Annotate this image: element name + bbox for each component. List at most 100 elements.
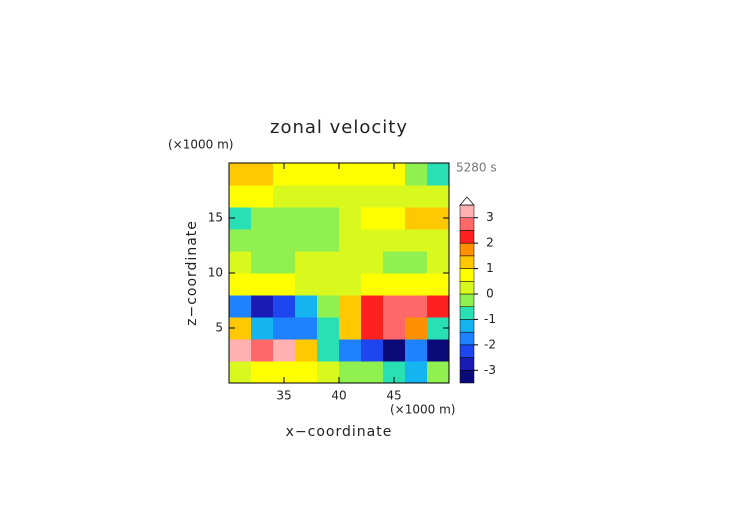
colorbar-cell: [459, 331, 475, 346]
field-cell: [273, 185, 296, 208]
field-cell: [383, 361, 406, 384]
field-cell: [405, 317, 428, 340]
field-cell: [251, 229, 274, 252]
field-cell: [229, 339, 252, 362]
field-cell: [229, 295, 252, 318]
field-cell: [339, 273, 362, 296]
field-cell: [295, 185, 318, 208]
field-cell: [251, 317, 274, 340]
colorbar-cell: [459, 319, 475, 333]
field-cell: [295, 229, 318, 252]
field-cell: [361, 361, 384, 384]
field-cell: [339, 163, 362, 186]
field-cell: [229, 273, 252, 296]
field-cell: [383, 273, 406, 296]
field-cell: [383, 317, 406, 340]
colorbar-cell: [459, 293, 475, 307]
colorbar-tick-label: -2: [484, 337, 496, 351]
field-cell: [427, 295, 450, 318]
field-cell: [317, 163, 340, 186]
field-cell: [295, 317, 318, 340]
field-cell: [383, 295, 406, 318]
colorbar-cell: [459, 242, 475, 257]
field-cell: [339, 229, 362, 252]
colorbar-tick-label: -3: [484, 363, 496, 377]
field-cell: [229, 163, 252, 186]
field-cell: [317, 295, 340, 318]
field-cell: [251, 185, 274, 208]
field-cell: [361, 295, 384, 318]
field-cell: [251, 273, 274, 296]
field-cell: [405, 251, 428, 274]
field-cell: [229, 317, 252, 340]
field-cell: [383, 163, 406, 186]
colorbar-tick-label: 1: [486, 261, 494, 275]
field-cell: [339, 317, 362, 340]
y-tick-label: 5: [215, 321, 223, 335]
x-tick-label: 45: [386, 389, 401, 403]
field-cell: [317, 339, 340, 362]
field-cell: [427, 339, 450, 362]
colorbar-tick-label: 3: [486, 210, 494, 224]
field-cell: [317, 207, 340, 230]
field-cell: [405, 207, 428, 230]
field-cell: [229, 207, 252, 230]
field-cell: [295, 251, 318, 274]
field-cell: [273, 339, 296, 362]
field-cell: [427, 163, 450, 186]
field-cell: [229, 361, 252, 384]
y-tick-label: 15: [208, 211, 223, 225]
colorbar-tick-label: 2: [486, 236, 494, 250]
field-cell: [317, 185, 340, 208]
field-cell: [361, 273, 384, 296]
colorbar-cell: [459, 306, 475, 320]
field-cell: [361, 339, 384, 362]
field-cell: [339, 361, 362, 384]
field-cell: [427, 361, 450, 384]
field-cell: [251, 295, 274, 318]
colorbar-cell: [459, 204, 475, 218]
field-cell: [339, 251, 362, 274]
field-cell: [361, 317, 384, 340]
field-cell: [405, 163, 428, 186]
x-unit: (×1000 m): [390, 403, 455, 417]
field-cell: [361, 185, 384, 208]
colorbar-cell: [459, 344, 475, 358]
field-cell: [427, 273, 450, 296]
field-cell: [405, 295, 428, 318]
y-axis-label: z−coordinate: [184, 220, 200, 326]
colorbar-cell: [459, 268, 475, 282]
x-tick-label: 35: [276, 389, 291, 403]
field-cell: [317, 361, 340, 384]
field-cell: [427, 185, 450, 208]
field-cell: [295, 339, 318, 362]
field-cell: [361, 163, 384, 186]
field-cell: [339, 185, 362, 208]
colorbar-tick-label: -1: [484, 312, 496, 326]
field-cell: [361, 207, 384, 230]
field-cell: [383, 251, 406, 274]
y-tick-label: 10: [208, 266, 223, 280]
field-cell: [317, 317, 340, 340]
colorbar-cell: [459, 230, 475, 244]
field-cell: [295, 207, 318, 230]
field-cell: [273, 295, 296, 318]
field-cell: [339, 295, 362, 318]
field-cell: [273, 273, 296, 296]
field-cell: [405, 339, 428, 362]
field-cell: [427, 207, 450, 230]
colorbar-cell: [459, 217, 475, 231]
field-cell: [361, 251, 384, 274]
field-cell: [229, 185, 252, 208]
chart-title: zonal velocity: [270, 117, 408, 138]
field-cell: [295, 163, 318, 186]
y-unit: (×1000 m): [168, 138, 233, 152]
field-cell: [251, 361, 274, 384]
x-tick-label: 40: [331, 389, 346, 403]
field-cell: [317, 273, 340, 296]
field-cell: [383, 229, 406, 252]
colorbar-cell: [459, 357, 475, 371]
field-cell: [383, 339, 406, 362]
